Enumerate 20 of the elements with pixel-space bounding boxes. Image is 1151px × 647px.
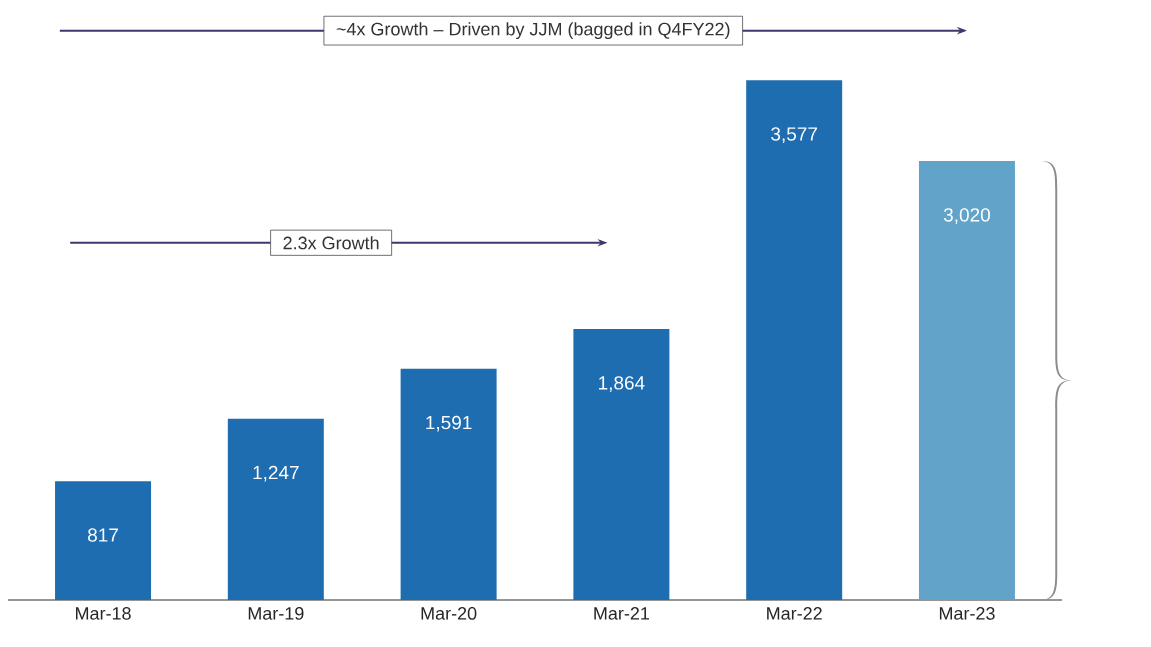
x-tick-label: Mar-23 — [939, 607, 995, 620]
data-label: 1,247 — [253, 465, 299, 482]
annotation: 2.3x Growth — [283, 236, 379, 250]
bar — [55, 481, 152, 600]
bar — [573, 329, 670, 600]
x-tick-label: Mar-22 — [767, 607, 822, 620]
data-label: 3,020 — [943, 208, 990, 224]
bar — [746, 80, 843, 600]
data-label: 1,591 — [426, 415, 472, 432]
x-tick-label: Mar-20 — [421, 607, 477, 620]
x-tick-label: Mar-21 — [594, 607, 650, 620]
data-label: 817 — [88, 528, 118, 542]
bar — [918, 161, 1015, 600]
text: ~4x Growth – Driven by JJM (bagged in Q4FY22) — [336, 22, 730, 40]
data-label: 1,864 — [599, 376, 645, 392]
data-label: 3,577 — [771, 127, 818, 143]
x-tick-label: Mar-19 — [248, 607, 304, 620]
x-tick-label: Mar-18 — [76, 607, 131, 620]
bar — [400, 368, 497, 600]
bar — [227, 418, 324, 600]
